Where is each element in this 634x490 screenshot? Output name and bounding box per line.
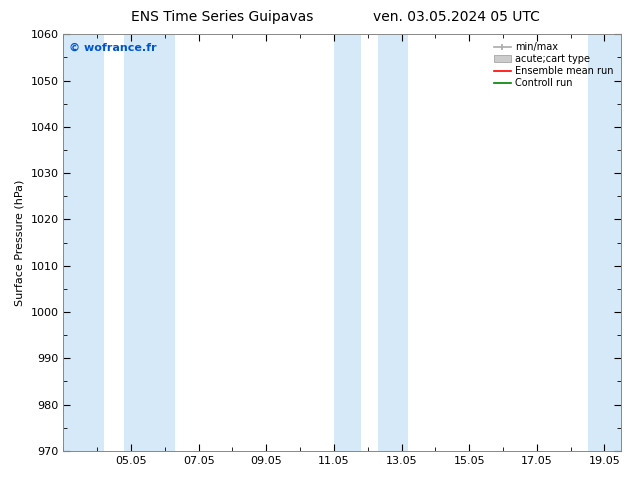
Bar: [124, 34, 175, 451]
Y-axis label: Surface Pressure (hPa): Surface Pressure (hPa): [15, 179, 25, 306]
Text: © wofrance.fr: © wofrance.fr: [69, 43, 157, 52]
Legend: min/max, acute;cart type, Ensemble mean run, Controll run: min/max, acute;cart type, Ensemble mean …: [491, 39, 616, 91]
Text: ven. 03.05.2024 05 UTC: ven. 03.05.2024 05 UTC: [373, 10, 540, 24]
Text: ENS Time Series Guipavas: ENS Time Series Guipavas: [131, 10, 313, 24]
Bar: [63, 34, 104, 451]
Bar: [588, 34, 621, 451]
Bar: [334, 34, 361, 451]
Bar: [378, 34, 408, 451]
